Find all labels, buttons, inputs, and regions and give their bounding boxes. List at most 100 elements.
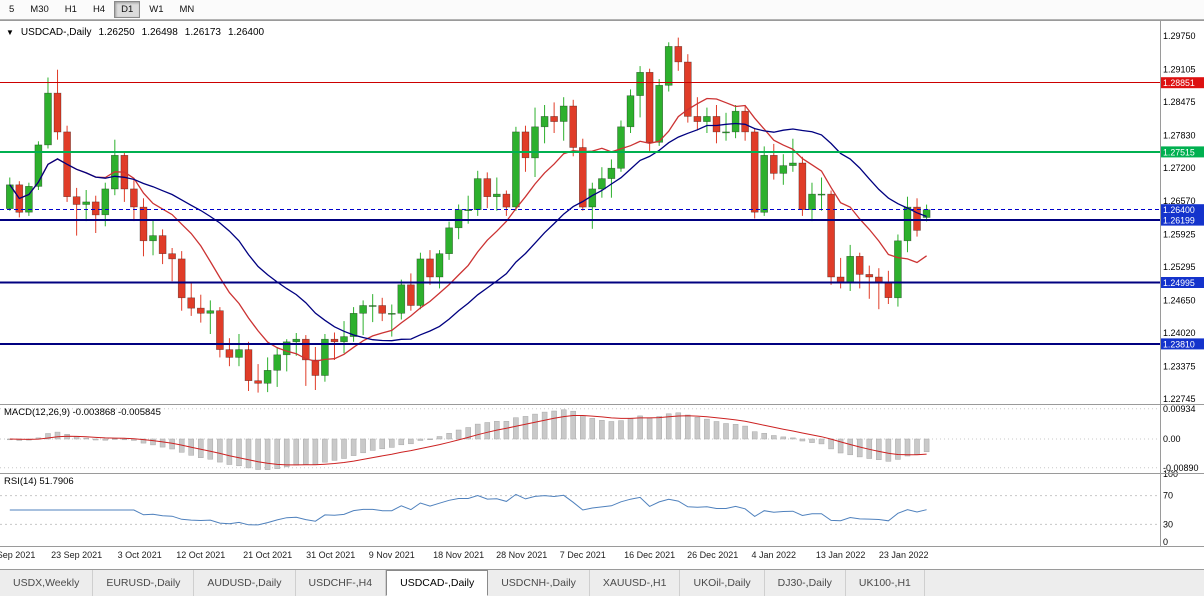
macd-histogram-bar [856,438,863,458]
tab-usdcnh-daily[interactable]: USDCNH-,Daily [488,570,590,596]
macd-histogram-bar [818,438,825,445]
macd-histogram-bar [580,415,586,440]
price-tag-box [1161,146,1204,158]
price-tag-box [1161,77,1204,89]
macd-histogram-bar [54,431,61,440]
macd-histogram-bar [923,438,930,453]
candle-body [626,95,635,128]
macd-histogram-bar [599,420,605,440]
timeframe-button-m30[interactable]: M30 [30,4,49,15]
candle-body [292,338,301,343]
candle-body [44,92,52,146]
candle-body [731,110,740,133]
timeframe-button-mn[interactable]: MN [179,4,195,15]
price-axis-tick: 1.24650 [1163,295,1196,305]
macd-axis-label: 0.00 [1163,434,1181,444]
candle-body [913,206,921,231]
macd-histogram-bar [331,438,338,461]
candle-body [397,284,406,314]
macd-histogram-bar [283,438,290,468]
chart-dropdown-icon[interactable]: ▼ [6,28,14,37]
candle-body [588,188,597,208]
candle-body [722,131,730,134]
macd-histogram-bar [92,438,99,441]
tab-dj30-daily[interactable]: DJ30-,Daily [764,570,846,596]
macd-histogram-bar [408,438,414,445]
date-axis-label: 12 Oct 2021 [176,550,225,560]
macd-axis-label: 0.00934 [1163,404,1196,414]
price-tag-1.24995: 1.24995 [1163,278,1195,288]
tab-uk100-h1[interactable]: UK100-,H1 [845,570,925,596]
macd-histogram-bar [513,417,519,440]
tab-usdx-weekly[interactable]: USDX,Weekly [0,570,94,596]
price-tag-box [1161,277,1204,288]
tab-eurusd-daily[interactable]: EURUSD-,Daily [93,570,195,596]
ohlc-open: 1.26250 [98,27,135,38]
timeframe-button-5[interactable]: 5 [9,4,15,15]
tab-ukoil-daily[interactable]: UKOil-,Daily [680,570,765,596]
macd-histogram-bar [570,410,576,440]
macd-histogram-bar [742,425,748,440]
candle-body [655,85,664,143]
candle-body [311,359,320,376]
candle-body [177,258,186,299]
chart-window: 1.29750 1.29105 1.28475 1.27830 1.27200 1.265… [0,20,1204,566]
candle-body [349,312,358,337]
rsi-line [9,493,927,526]
macd-histogram-bar [665,413,672,440]
candle-body [368,305,377,307]
candle-body [683,61,692,117]
price-tag-box [1161,338,1204,350]
date-axis-label: 28 Nov 2021 [496,550,547,560]
macd-histogram-bar [675,412,682,440]
tab-xauusd-h1[interactable]: XAUUSD-,H1 [589,570,681,596]
timeframe-button-h4[interactable]: H4 [92,4,106,15]
macd-histogram-bar [704,418,710,440]
candle-body [521,131,530,159]
candle-body [674,46,683,63]
candle-body [703,116,711,122]
macd-histogram-bar [828,438,834,450]
macd-histogram-bar [751,431,758,440]
date-axis-label: 13 Jan 2022 [816,550,866,560]
macd-histogram-bar [694,417,701,440]
rsi-axis-label: 0 [1163,537,1168,547]
macd-histogram-bar [904,438,911,457]
candle-body [139,206,148,242]
macd-histogram-bar [455,429,462,440]
macd-signal-line [9,415,927,466]
macd-histogram-bar [217,438,223,463]
macd-histogram-bar [914,438,920,455]
date-axis-label: 4 Jan 2022 [752,550,797,560]
date-axis-label: 9 Nov 2021 [369,550,415,560]
timeframe-button-d1[interactable]: D1 [114,1,141,18]
candle-body [473,178,482,211]
tab-usdchf-h4[interactable]: USDCHF-,H4 [295,570,387,596]
candle-body [598,178,606,190]
macd-histogram-bar [245,438,252,469]
candle-body [149,235,157,242]
timeframe-button-h1[interactable]: H1 [64,4,77,15]
candle-body [454,209,463,229]
price-tag-box [1161,214,1204,226]
date-axis-label: 7 Dec 2021 [560,550,606,560]
chart-canvas[interactable]: 1.29750 1.29105 1.28475 1.27830 1.27200 1.265… [0,20,1204,566]
tab-usdcad-daily[interactable]: USDCAD-,Daily [386,570,489,596]
candle-body [760,155,769,213]
timeframe-button-w1[interactable]: W1 [149,4,164,15]
candle-body [769,155,778,174]
candle-body [836,276,845,283]
candle-body [244,349,253,382]
candle-body [301,338,310,361]
macd-histogram-bar [809,438,815,443]
candle-body [712,116,721,133]
macd-histogram-bar [198,438,204,458]
tab-audusd-daily[interactable]: AUDUSD-,Daily [194,570,296,596]
price-tag-1.26199: 1.26199 [1163,216,1195,226]
candle-body [559,105,568,122]
macd-histogram-bar [780,436,787,440]
macd-histogram-bar [532,413,538,440]
candle-body [855,256,864,275]
macd-histogram-bar [274,438,280,469]
candle-body [158,235,167,255]
